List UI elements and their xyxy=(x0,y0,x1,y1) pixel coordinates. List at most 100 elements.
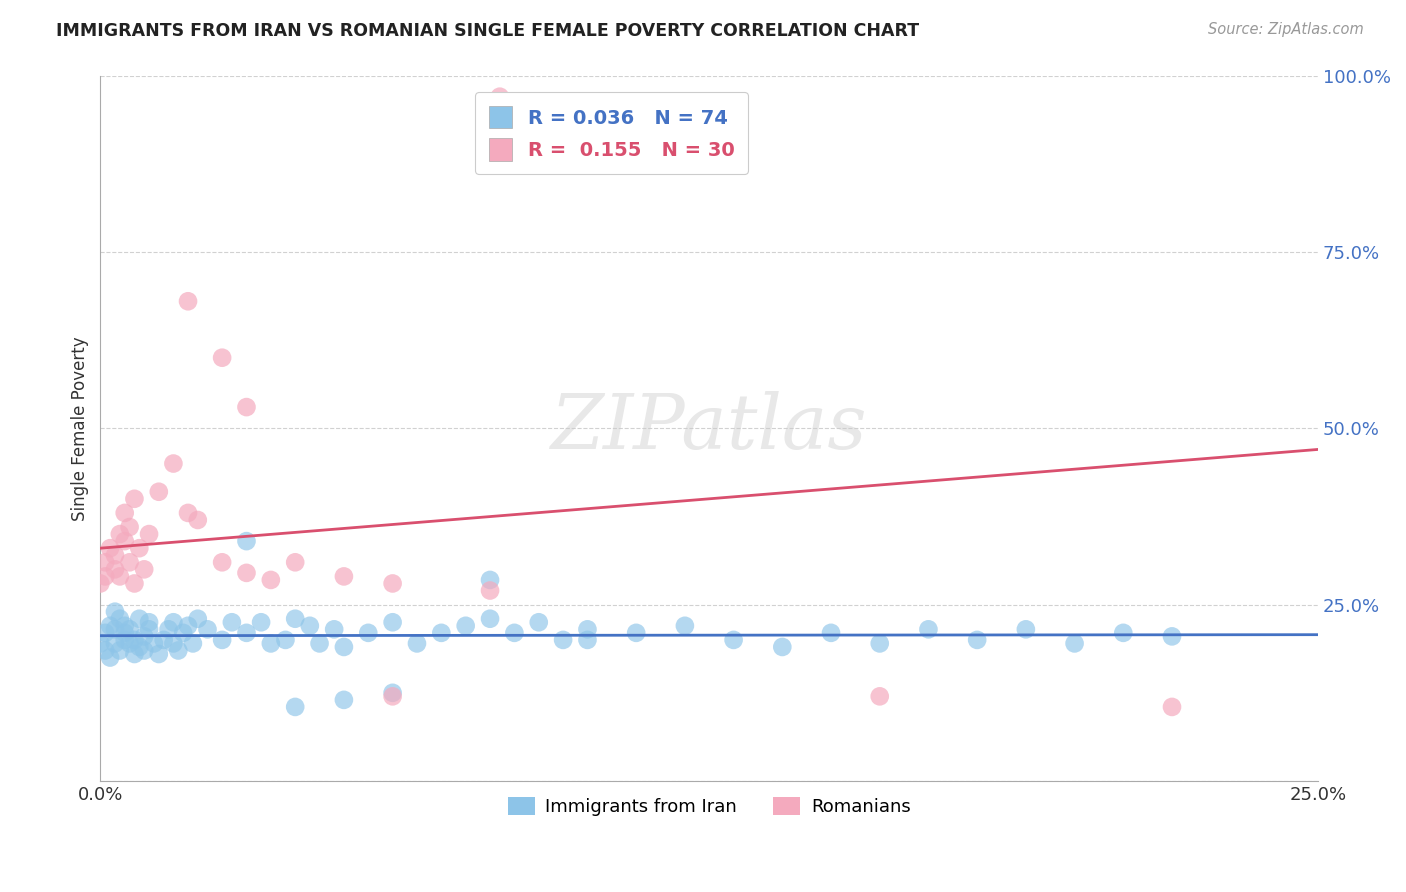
Point xyxy=(333,640,356,654)
Point xyxy=(323,623,346,637)
Point xyxy=(108,643,131,657)
Point xyxy=(104,623,127,637)
Point xyxy=(124,491,146,506)
Point xyxy=(430,625,453,640)
Point xyxy=(211,351,233,365)
Point xyxy=(260,573,283,587)
Point xyxy=(333,693,356,707)
Point xyxy=(576,632,599,647)
Point xyxy=(172,625,194,640)
Point xyxy=(162,636,184,650)
Point xyxy=(966,632,988,647)
Point xyxy=(274,632,297,647)
Point xyxy=(138,615,160,630)
Legend: Immigrants from Iran, Romanians: Immigrants from Iran, Romanians xyxy=(499,788,920,825)
Point xyxy=(148,647,170,661)
Point xyxy=(770,640,793,654)
Point xyxy=(479,583,502,598)
Point xyxy=(308,636,330,650)
Point xyxy=(381,690,404,704)
Point xyxy=(98,619,121,633)
Point xyxy=(406,636,429,650)
Point xyxy=(284,612,307,626)
Y-axis label: Single Female Poverty: Single Female Poverty xyxy=(72,336,89,521)
Point xyxy=(98,650,121,665)
Point xyxy=(723,632,745,647)
Point xyxy=(177,506,200,520)
Point xyxy=(128,541,150,556)
Point xyxy=(235,625,257,640)
Point xyxy=(479,573,502,587)
Point xyxy=(94,625,117,640)
Point xyxy=(820,625,842,640)
Point xyxy=(1112,625,1135,640)
Point xyxy=(124,576,146,591)
Point xyxy=(108,527,131,541)
Point xyxy=(142,636,165,650)
Point xyxy=(1161,700,1184,714)
Point xyxy=(187,612,209,626)
Point xyxy=(94,569,117,583)
Point xyxy=(181,636,204,650)
Point xyxy=(94,555,117,569)
Text: Source: ZipAtlas.com: Source: ZipAtlas.com xyxy=(1208,22,1364,37)
Point xyxy=(869,636,891,650)
Point xyxy=(134,629,156,643)
Point xyxy=(152,632,174,647)
Point xyxy=(138,527,160,541)
Point xyxy=(235,566,257,580)
Point xyxy=(381,615,404,630)
Point xyxy=(114,632,136,647)
Point xyxy=(94,643,117,657)
Point xyxy=(98,541,121,556)
Point xyxy=(177,294,200,309)
Point xyxy=(284,555,307,569)
Point xyxy=(89,636,111,650)
Point xyxy=(124,647,146,661)
Point xyxy=(298,619,321,633)
Point xyxy=(1161,629,1184,643)
Point xyxy=(357,625,380,640)
Point xyxy=(211,632,233,647)
Point xyxy=(177,619,200,633)
Point xyxy=(167,643,190,657)
Point xyxy=(197,623,219,637)
Point xyxy=(333,569,356,583)
Point xyxy=(488,89,510,103)
Point xyxy=(553,632,575,647)
Point xyxy=(260,636,283,650)
Point xyxy=(114,619,136,633)
Point xyxy=(1015,623,1038,637)
Point xyxy=(250,615,273,630)
Point xyxy=(89,576,111,591)
Point xyxy=(235,534,257,549)
Point xyxy=(162,457,184,471)
Point xyxy=(503,625,526,640)
Point xyxy=(454,619,477,633)
Point xyxy=(128,640,150,654)
Point xyxy=(134,643,156,657)
Point xyxy=(108,612,131,626)
Point xyxy=(1063,636,1085,650)
Point xyxy=(118,623,141,637)
Point xyxy=(624,625,647,640)
Point xyxy=(108,569,131,583)
Point xyxy=(235,400,257,414)
Point xyxy=(211,555,233,569)
Text: ZIPatlas: ZIPatlas xyxy=(551,392,868,466)
Point xyxy=(124,632,146,647)
Point xyxy=(576,623,599,637)
Point xyxy=(381,576,404,591)
Point xyxy=(114,534,136,549)
Point xyxy=(134,562,156,576)
Point xyxy=(118,636,141,650)
Point xyxy=(104,605,127,619)
Point xyxy=(138,623,160,637)
Text: IMMIGRANTS FROM IRAN VS ROMANIAN SINGLE FEMALE POVERTY CORRELATION CHART: IMMIGRANTS FROM IRAN VS ROMANIAN SINGLE … xyxy=(56,22,920,40)
Point xyxy=(104,562,127,576)
Point xyxy=(479,612,502,626)
Point xyxy=(114,506,136,520)
Point xyxy=(527,615,550,630)
Point xyxy=(673,619,696,633)
Point xyxy=(157,623,180,637)
